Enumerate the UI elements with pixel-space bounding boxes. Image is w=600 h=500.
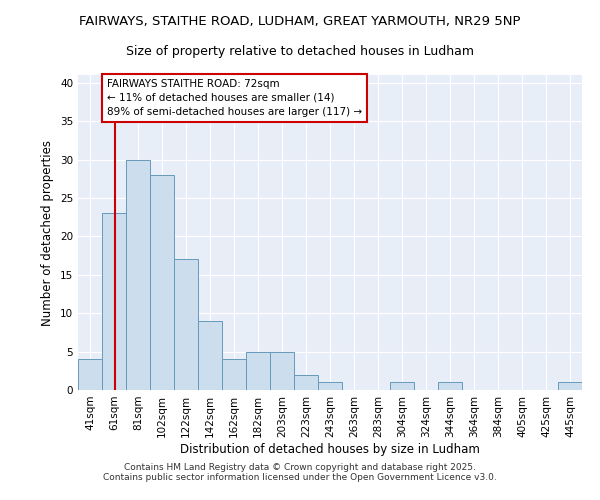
Text: Contains HM Land Registry data © Crown copyright and database right 2025.
Contai: Contains HM Land Registry data © Crown c… — [103, 463, 497, 482]
Bar — [270, 352, 294, 390]
Bar — [558, 382, 582, 390]
X-axis label: Distribution of detached houses by size in Ludham: Distribution of detached houses by size … — [180, 442, 480, 456]
Bar — [390, 382, 414, 390]
Bar — [102, 214, 126, 390]
Bar — [198, 321, 222, 390]
Bar — [174, 260, 198, 390]
Bar — [222, 360, 246, 390]
Text: FAIRWAYS STAITHE ROAD: 72sqm
← 11% of detached houses are smaller (14)
89% of se: FAIRWAYS STAITHE ROAD: 72sqm ← 11% of de… — [107, 79, 362, 117]
Bar — [318, 382, 342, 390]
Y-axis label: Number of detached properties: Number of detached properties — [41, 140, 55, 326]
Bar — [150, 175, 174, 390]
Bar — [438, 382, 462, 390]
Text: FAIRWAYS, STAITHE ROAD, LUDHAM, GREAT YARMOUTH, NR29 5NP: FAIRWAYS, STAITHE ROAD, LUDHAM, GREAT YA… — [79, 15, 521, 28]
Bar — [78, 360, 102, 390]
Bar — [126, 160, 150, 390]
Bar — [246, 352, 270, 390]
Text: Size of property relative to detached houses in Ludham: Size of property relative to detached ho… — [126, 45, 474, 58]
Bar — [294, 374, 318, 390]
